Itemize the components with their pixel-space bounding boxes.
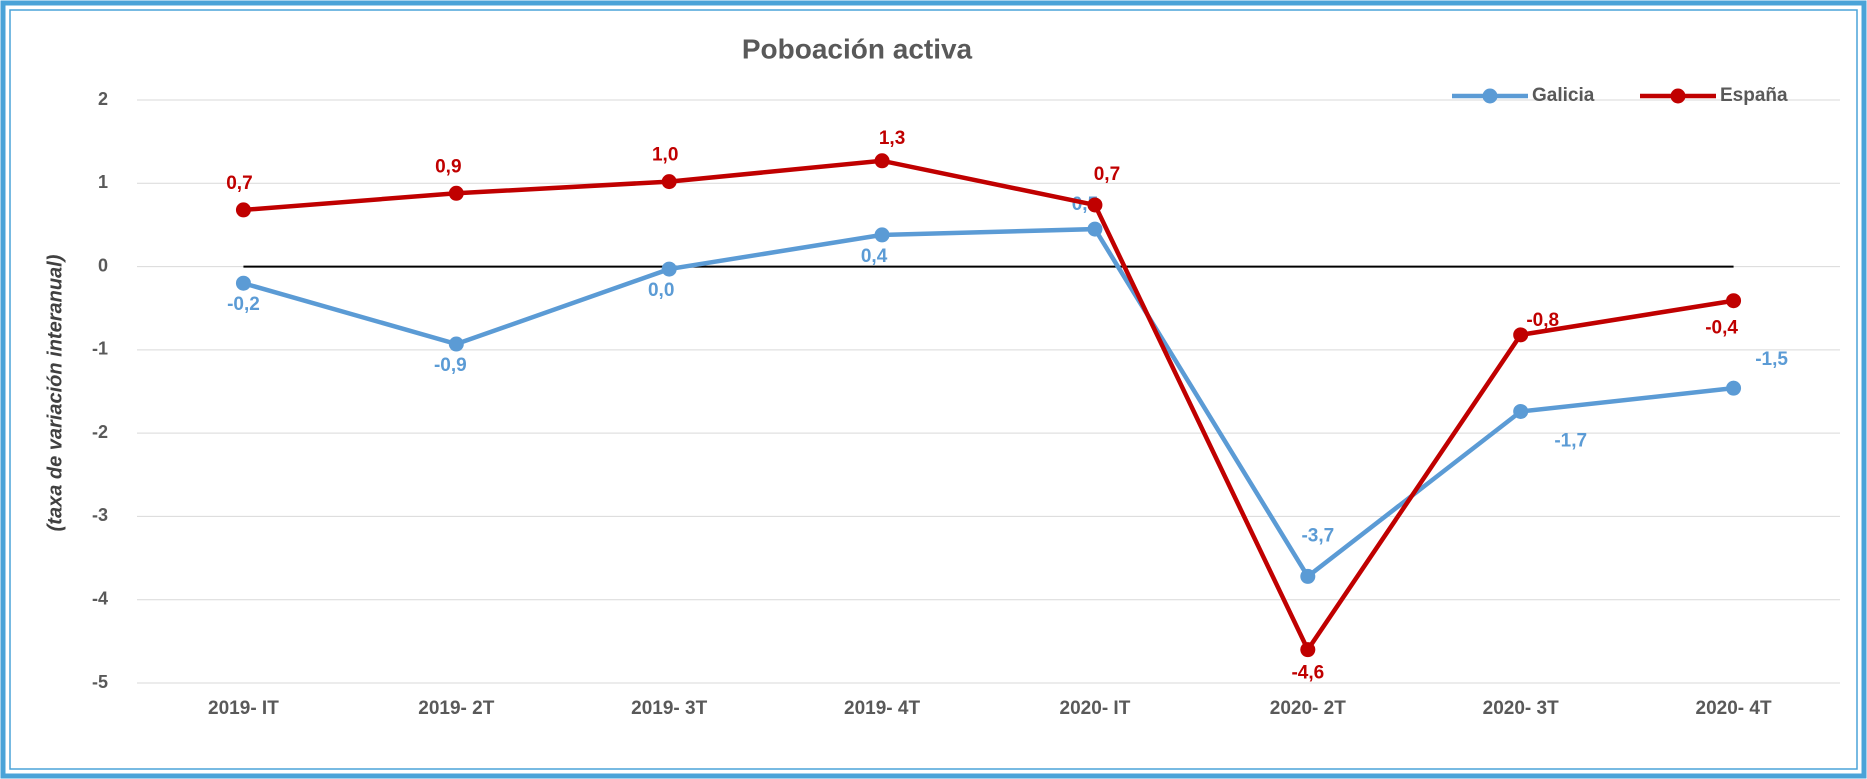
point	[235, 275, 251, 291]
y-tick-label: -1	[92, 339, 108, 359]
data-label: 0,4	[861, 246, 888, 267]
y-tick-label: -4	[92, 588, 108, 608]
x-tick-label: 2019- 4T	[844, 698, 920, 719]
point	[874, 153, 890, 169]
point	[1726, 380, 1742, 396]
y-tick-label: 1	[98, 172, 108, 192]
frame-inner	[9, 9, 1858, 770]
data-label: -0,8	[1526, 310, 1559, 331]
line	[243, 158, 1734, 655]
point	[1300, 642, 1316, 658]
y-axis-label: (taxa de variación interanual)	[44, 254, 66, 531]
point	[1513, 403, 1529, 419]
data-label: 0,0	[648, 280, 674, 301]
x-tick-label: 2019- 2T	[418, 698, 494, 719]
x-tick-label: 2019- 3T	[631, 698, 707, 719]
legend-label: España	[1720, 85, 1788, 106]
x-tick-label: 2020- 2T	[1270, 698, 1346, 719]
x-tick-label: 2019- IT	[208, 698, 279, 719]
data-label: -4,6	[1291, 663, 1324, 684]
data-label: -1,7	[1554, 431, 1587, 452]
y-tick-label: -2	[92, 422, 108, 442]
line	[242, 226, 1734, 580]
x-tick-label: 2020- 3T	[1483, 698, 1559, 719]
data-label: 0,9	[435, 156, 461, 177]
chart-title: Poboación activa	[742, 33, 973, 64]
data-label: -0,9	[434, 355, 467, 376]
point	[1726, 293, 1742, 309]
data-label: 1,3	[879, 128, 905, 149]
data-label: -3,7	[1301, 525, 1334, 546]
point	[1300, 568, 1316, 584]
data-label: -0,2	[227, 294, 260, 315]
point	[235, 202, 251, 218]
point	[661, 261, 677, 277]
data-label: -1,5	[1755, 349, 1788, 370]
point	[1513, 327, 1529, 343]
x-tick-label: 2020- IT	[1060, 698, 1131, 719]
point	[661, 174, 677, 190]
data-label: 0,7	[226, 173, 252, 194]
legend-marker	[1670, 88, 1686, 104]
data-label: 0,7	[1094, 164, 1120, 185]
point	[448, 336, 464, 352]
point	[1087, 197, 1103, 213]
data-label: -0,4	[1705, 318, 1738, 339]
y-tick-label: -5	[92, 672, 108, 692]
point	[1087, 221, 1103, 237]
y-tick-label: 0	[98, 255, 108, 275]
legend-marker	[1482, 88, 1498, 104]
y-tick-label: 2	[98, 89, 108, 109]
point	[448, 185, 464, 201]
legend-label: Galicia	[1532, 85, 1595, 106]
point	[874, 227, 890, 243]
y-tick-label: -3	[92, 505, 108, 525]
data-label: 1,0	[652, 145, 678, 166]
x-tick-label: 2020- 4T	[1696, 698, 1772, 719]
